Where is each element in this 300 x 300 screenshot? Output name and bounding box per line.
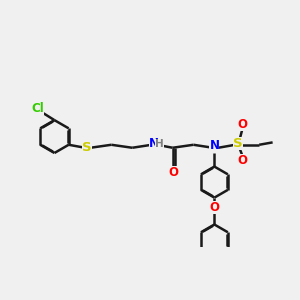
Text: O: O (209, 201, 219, 214)
Text: H: H (155, 139, 164, 148)
Text: S: S (82, 141, 92, 154)
Text: O: O (237, 154, 247, 167)
Text: O: O (169, 166, 179, 179)
Text: S: S (233, 137, 243, 150)
Text: Cl: Cl (32, 102, 44, 115)
Text: N: N (209, 139, 219, 152)
Text: O: O (237, 118, 247, 131)
Text: N: N (149, 137, 159, 150)
